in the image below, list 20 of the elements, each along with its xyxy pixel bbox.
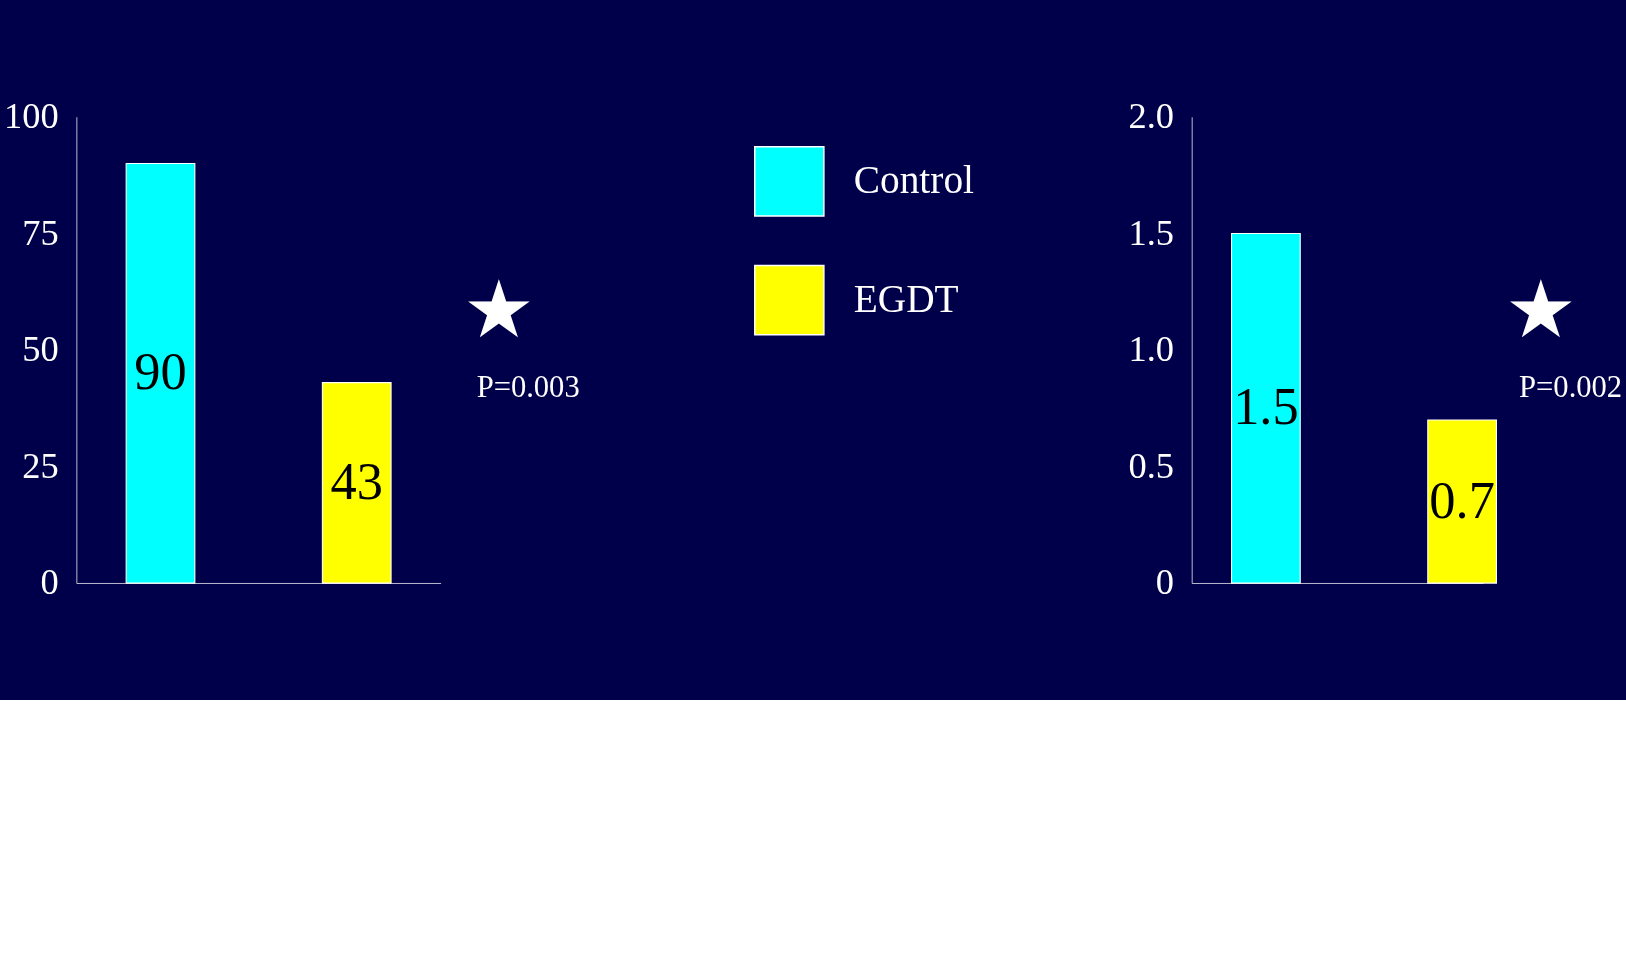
y-tick-label: 0 xyxy=(40,562,59,603)
data-label: 0.7 xyxy=(1429,470,1495,529)
data-label: 1.5 xyxy=(1233,377,1299,436)
y-tick-label: 0 xyxy=(1155,562,1174,603)
y-tick-label: 75 xyxy=(22,212,59,253)
y-tick-label: 2.0 xyxy=(1128,96,1174,137)
text: P=0.003 xyxy=(476,369,580,404)
data-label: 90 xyxy=(134,342,187,401)
text: ★ xyxy=(1505,265,1578,354)
y-tick-label: 1.5 xyxy=(1128,212,1174,253)
legend-label: EGDT xyxy=(853,276,959,321)
y-tick-label: 0.5 xyxy=(1128,445,1174,486)
y-tick-label: 100 xyxy=(4,96,59,137)
y-tick-label: 1.0 xyxy=(1128,329,1174,370)
text: ★ xyxy=(463,265,536,354)
text: P=0.002 xyxy=(1519,369,1623,404)
data-label: 43 xyxy=(330,451,383,510)
legend-label: Control xyxy=(853,158,975,203)
y-tick-label: 50 xyxy=(22,329,59,370)
y-tick-label: 25 xyxy=(22,445,59,486)
